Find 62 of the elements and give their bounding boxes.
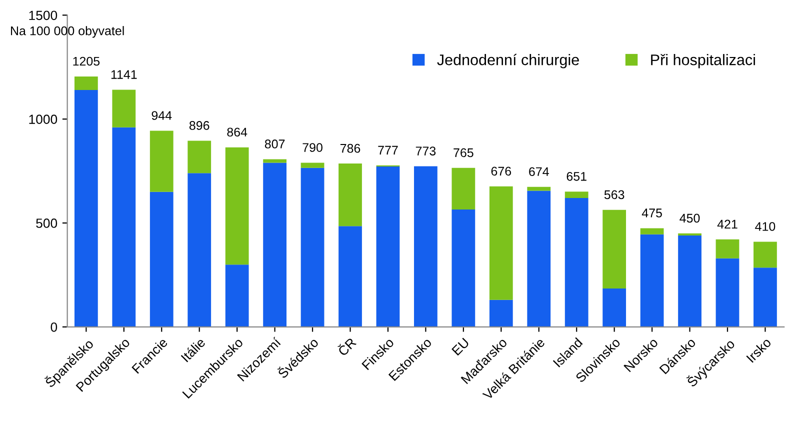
- bar: [527, 190, 551, 327]
- bar: [640, 228, 664, 234]
- bar: [602, 210, 626, 288]
- bar: [188, 173, 212, 327]
- bar: [188, 140, 212, 174]
- bar: [452, 168, 476, 210]
- y-tick-label: 1000: [29, 114, 58, 124]
- bar: [225, 264, 249, 327]
- total-label: 786: [340, 144, 360, 153]
- bar: [150, 130, 174, 192]
- total-label: 790: [302, 143, 322, 152]
- bar: [263, 162, 286, 327]
- bar: [74, 90, 98, 327]
- total-label: 674: [529, 167, 549, 176]
- total-label: 864: [227, 128, 248, 137]
- legend-label: Při hospitalizaci: [651, 54, 755, 68]
- y-axis-title: Na 100 000 obyvatel: [11, 26, 124, 38]
- y-tick-label: 500: [36, 218, 58, 228]
- bar: [564, 192, 588, 198]
- bar: [602, 288, 626, 327]
- bar: [112, 127, 136, 327]
- total-label: 773: [416, 146, 436, 156]
- total-label: 765: [454, 148, 474, 158]
- bar: [564, 198, 588, 327]
- bar: [225, 147, 249, 265]
- total-label: 1205: [73, 56, 100, 66]
- bar: [300, 168, 324, 327]
- y-tick-label: 0: [50, 322, 58, 332]
- bar: [150, 192, 174, 327]
- legend-label: Jednodenní chirurgie: [437, 54, 579, 68]
- bar: [716, 239, 740, 258]
- bar: [414, 166, 438, 327]
- total-label: 410: [755, 222, 776, 231]
- total-label: 807: [264, 140, 285, 148]
- total-label: 450: [680, 214, 700, 223]
- bar: [300, 162, 324, 168]
- bar: [678, 235, 702, 327]
- bar: [754, 268, 777, 327]
- total-label: 475: [642, 208, 662, 218]
- total-label: 563: [604, 190, 624, 200]
- total-label: 777: [378, 146, 398, 155]
- total-label: 676: [491, 166, 512, 176]
- bar: [640, 234, 664, 327]
- total-label: 944: [152, 111, 172, 120]
- total-label: 651: [566, 172, 586, 181]
- total-label: 421: [717, 220, 738, 229]
- bar: [489, 300, 513, 327]
- x-tick-label: ČR: [336, 336, 357, 356]
- total-label: 896: [189, 121, 210, 130]
- bar: [489, 186, 513, 300]
- bar: [263, 159, 286, 163]
- bar: [338, 226, 362, 327]
- bar: [74, 76, 98, 90]
- bar: [527, 186, 551, 191]
- total-label: 1141: [111, 70, 137, 79]
- bar: [754, 242, 777, 268]
- bar: [716, 258, 740, 327]
- bar: [338, 164, 362, 226]
- bar: [112, 90, 136, 128]
- bar: [376, 166, 400, 327]
- y-tick-label: 1500: [29, 10, 58, 20]
- bar: [452, 209, 476, 327]
